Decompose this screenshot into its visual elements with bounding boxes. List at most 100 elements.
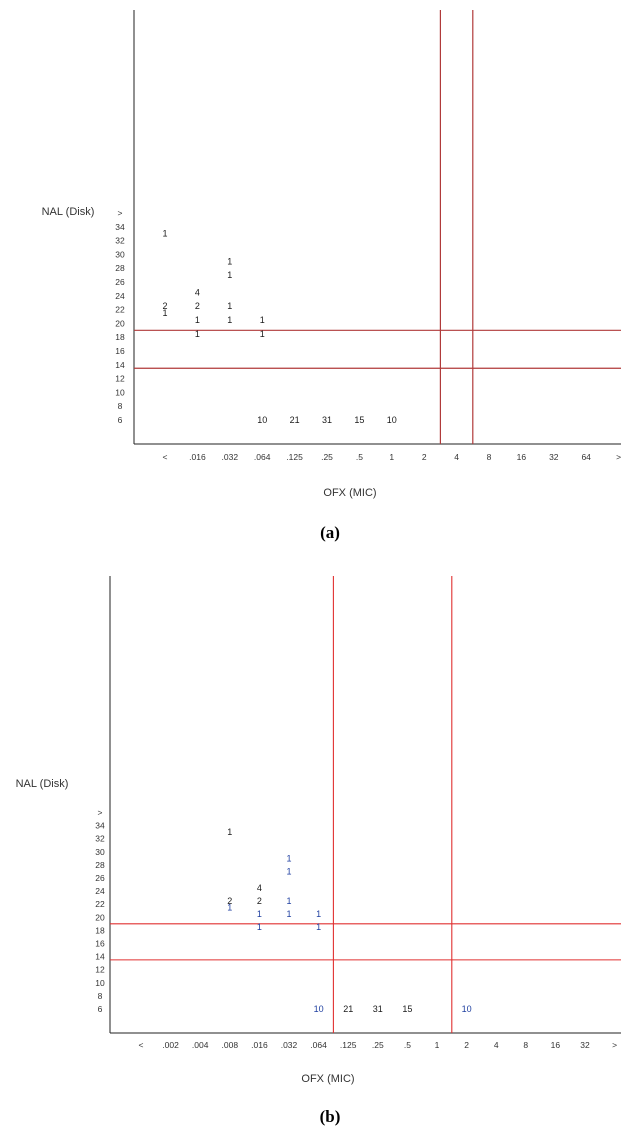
count-label: 1 [227, 827, 232, 837]
y-axis-title: NAL (Disk) [16, 778, 69, 790]
x-tick-label: .5 [404, 1040, 411, 1050]
count-label: 1 [286, 896, 291, 906]
y-tick-label: 20 [115, 318, 125, 328]
count-label: 4 [257, 883, 262, 893]
x-tick-label: < [163, 452, 168, 462]
count-label: 1 [286, 909, 291, 919]
x-tick-label: > [616, 452, 621, 462]
x-tick-label: .064 [254, 452, 271, 462]
x-tick-label: .25 [321, 452, 333, 462]
y-tick-label: 16 [95, 939, 105, 949]
count-label: 1 [316, 922, 321, 932]
count-label: 1 [227, 902, 232, 912]
count-label: 2 [195, 301, 200, 311]
count-label: 1 [227, 301, 232, 311]
y-tick-label: 6 [118, 415, 123, 425]
x-tick-label: .008 [222, 1040, 239, 1050]
y-tick-label: 8 [98, 991, 103, 1001]
y-tick-label: 34 [95, 821, 105, 831]
y-tick-label: 10 [115, 387, 125, 397]
y-tick-label: 20 [95, 912, 105, 922]
x-tick-label: .5 [356, 452, 363, 462]
count-label: 1 [162, 229, 167, 239]
y-tick-label: 24 [115, 291, 125, 301]
x-tick-label: 16 [517, 452, 527, 462]
y-tick-label: 32 [95, 834, 105, 844]
count-label: 1 [260, 329, 265, 339]
count-label: 1 [227, 256, 232, 266]
x-tick-label: .016 [189, 452, 206, 462]
x-tick-label: 4 [494, 1040, 499, 1050]
count-label: 4 [195, 287, 200, 297]
count-label: 1 [227, 315, 232, 325]
count-label: 1 [195, 329, 200, 339]
x-tick-label: .25 [372, 1040, 384, 1050]
y-tick-label: 26 [95, 873, 105, 883]
y-tick-label: 18 [115, 332, 125, 342]
y-tick-label: 32 [115, 236, 125, 246]
count-label: 2 [257, 896, 262, 906]
count-label: 1 [162, 308, 167, 318]
x-tick-label: 64 [581, 452, 591, 462]
count-label: 15 [354, 415, 364, 425]
x-tick-label: 32 [549, 452, 559, 462]
x-tick-label: .032 [222, 452, 239, 462]
panel-caption: (a) [320, 523, 340, 542]
y-tick-label: 34 [115, 222, 125, 232]
count-label: 10 [387, 415, 397, 425]
x-tick-label: 1 [389, 452, 394, 462]
y-tick-label: 12 [115, 374, 125, 384]
count-label: 1 [286, 853, 291, 863]
y-tick-label: 16 [115, 346, 125, 356]
y-tick-label: 22 [115, 305, 125, 315]
y-tick-label: 6 [98, 1004, 103, 1014]
y-tick-label: 10 [95, 978, 105, 988]
y-tick-label: 26 [115, 277, 125, 287]
x-tick-label: 8 [523, 1040, 528, 1050]
x-tick-label: 2 [422, 452, 427, 462]
count-label: 31 [373, 1004, 383, 1014]
y-tick-label: 22 [95, 899, 105, 909]
x-tick-label: .004 [192, 1040, 209, 1050]
count-label: 1 [260, 315, 265, 325]
y-tick-label: > [118, 208, 123, 218]
count-label: 21 [343, 1004, 353, 1014]
y-axis-title: NAL (Disk) [42, 206, 95, 218]
x-axis-title: OFX (MIC) [301, 1073, 354, 1085]
count-label: 1 [286, 866, 291, 876]
y-tick-label: 28 [95, 860, 105, 870]
x-tick-label: 2 [464, 1040, 469, 1050]
x-tick-label: .125 [286, 452, 303, 462]
count-label: 1 [195, 315, 200, 325]
x-tick-label: .016 [251, 1040, 268, 1050]
count-label: 10 [314, 1004, 324, 1014]
y-tick-label: 30 [115, 249, 125, 259]
count-label: 1 [257, 922, 262, 932]
x-tick-label: .125 [340, 1040, 357, 1050]
x-tick-label: .064 [310, 1040, 327, 1050]
panel-a: < .016.032.064.125.25.5 1 2 4 8 16 32 64 >6810121… [42, 10, 621, 542]
panel-caption: (b) [320, 1107, 341, 1126]
x-tick-label: 8 [487, 452, 492, 462]
count-label: 31 [322, 415, 332, 425]
count-label: 1 [257, 909, 262, 919]
count-label: 21 [290, 415, 300, 425]
y-tick-label: 30 [95, 847, 105, 857]
x-tick-label: .032 [281, 1040, 298, 1050]
y-tick-label: 12 [95, 965, 105, 975]
x-tick-label: 4 [454, 452, 459, 462]
count-label: 10 [462, 1004, 472, 1014]
x-tick-label: 32 [580, 1040, 590, 1050]
count-label: 1 [316, 909, 321, 919]
y-tick-label: > [98, 808, 103, 818]
count-label: 10 [257, 415, 267, 425]
y-tick-label: 8 [118, 401, 123, 411]
x-tick-label: 16 [551, 1040, 561, 1050]
y-tick-label: 14 [95, 952, 105, 962]
y-tick-label: 14 [115, 360, 125, 370]
x-tick-label: < [139, 1040, 144, 1050]
x-tick-label: > [612, 1040, 617, 1050]
count-label: 2 [227, 896, 232, 906]
x-tick-label: .002 [162, 1040, 179, 1050]
